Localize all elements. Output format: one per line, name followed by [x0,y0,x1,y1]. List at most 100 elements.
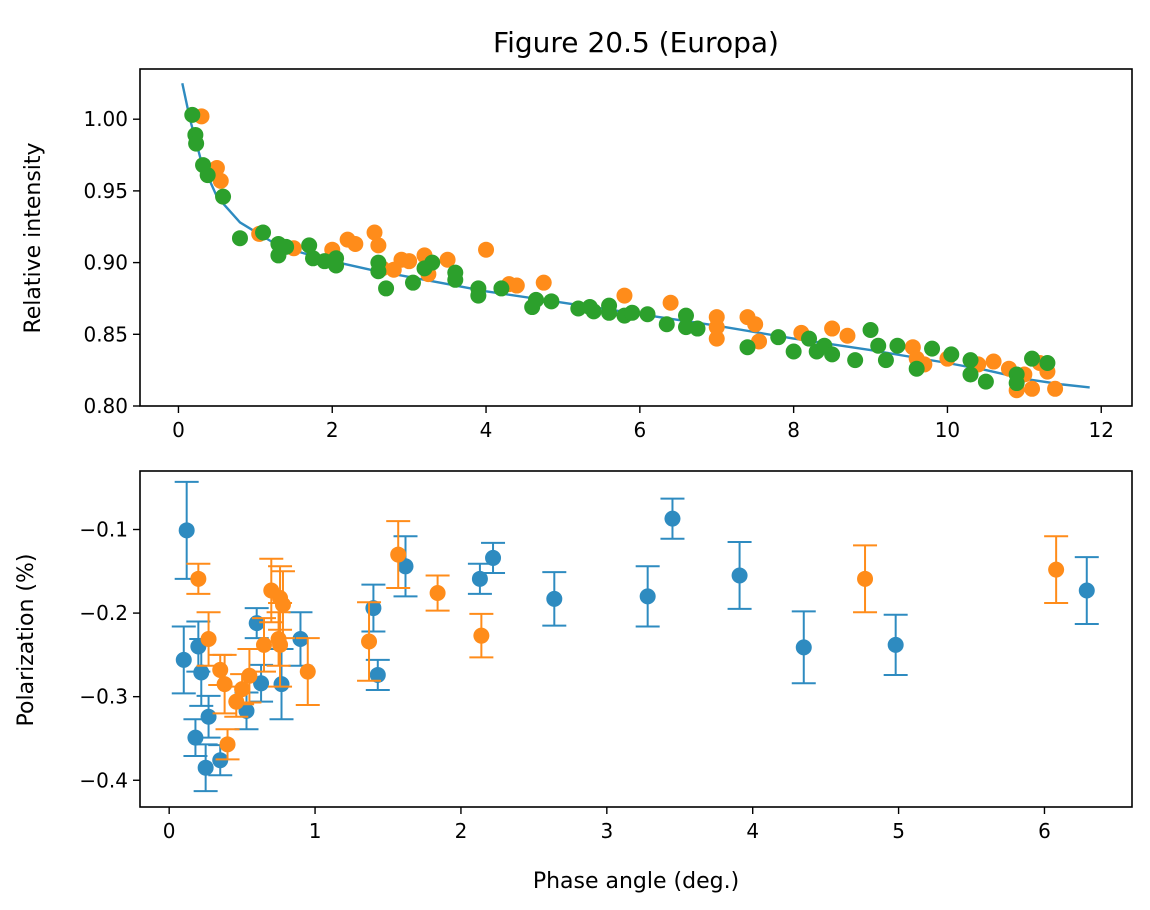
data-point [889,337,906,354]
data-point [478,241,495,258]
polarization-plot-frame [139,470,1133,808]
data-point [199,167,216,184]
data-point [256,636,272,653]
data-point [212,172,229,189]
data-point [390,546,407,563]
x-tick-label: 6 [633,418,646,442]
x-tick-label: 2 [326,418,339,442]
data-point [219,736,236,753]
data-point [404,274,421,291]
intensity-y-label: Relative intensity [21,142,46,333]
x-tick-label: 8 [787,418,800,442]
data-point [401,253,418,270]
data-point [429,585,446,602]
y-tick-label: −0.4 [79,768,128,792]
data-point [546,590,563,607]
x-tick-label: 1 [309,819,322,843]
data-point [1024,380,1041,397]
intensity-plot-area [181,83,1090,399]
data-point [962,352,979,369]
data-point [473,627,490,644]
x-tick-label: 4 [746,819,759,843]
data-point [739,339,756,356]
data-point [397,558,414,575]
data-point [770,329,787,346]
data-point [795,639,812,656]
data-point [241,667,258,684]
data-point [188,135,205,152]
data-point [785,343,802,360]
data-point [847,352,864,369]
data-point [528,291,545,308]
data-point [447,271,464,288]
x-tick-label: 5 [892,819,905,843]
data-point [924,340,941,357]
intensity-panel: Figure 20.5 (Europa) 0 2 4 6 8 10 12 0.800.850… [21,26,1133,442]
data-point [857,570,874,587]
data-point [361,633,378,650]
chart-title: Figure 20.5 (Europa) [493,26,779,59]
data-point [347,235,364,252]
fit-line [181,83,1090,389]
data-point [658,316,675,333]
data-point [985,353,1002,370]
data-point [747,316,764,333]
polarization-y-ticks: −0.1 −0.2 −0.3 −0.4 [79,518,140,792]
data-point [187,729,204,746]
polarization-plot-area [171,480,1099,793]
x-tick-label: 4 [480,418,493,442]
data-point [439,251,456,268]
data-point [370,237,387,254]
data-point [197,759,214,776]
data-point [1078,582,1095,599]
data-point [839,327,856,344]
data-point [616,287,633,304]
data-point [677,307,694,324]
data-point [1048,561,1065,578]
data-point [887,636,904,653]
data-point [370,263,387,280]
data-point [190,570,207,587]
data-point [508,277,525,294]
data-point [424,254,441,271]
polarization-panel: 0 1 2 3 4 5 6 −0.1 −0.2 −0.3 −0.4 Polarization (%… [14,470,1133,894]
intensity-plot-frame [139,68,1133,407]
y-tick-label: 0.80 [83,394,128,418]
data-point [801,330,818,347]
data-point [216,676,233,693]
data-point [664,510,681,527]
data-point [231,230,248,247]
data-point [278,238,295,255]
data-point [1039,354,1056,371]
data-point [943,346,960,363]
y-tick-label: 0.95 [83,179,128,203]
y-tick-label: −0.1 [79,518,128,542]
data-point [184,106,201,123]
data-point [272,636,289,653]
data-point [485,549,502,566]
data-point [493,280,510,297]
x-tick-label: 0 [163,819,176,843]
polarization-y-label: Polarization (%) [14,554,39,727]
data-point [253,675,270,692]
data-point [601,304,618,321]
data-point [824,346,841,363]
data-point [234,681,251,698]
data-point [215,188,232,205]
data-point [908,360,925,377]
data-point [1047,380,1064,397]
y-tick-label: 1.00 [83,107,128,131]
data-point [708,319,725,336]
data-point [689,320,706,337]
data-point [328,250,345,267]
data-point [585,303,602,320]
data-point [228,693,245,710]
data-point [366,224,383,241]
y-tick-label: 0.90 [83,251,128,275]
x-tick-label: 12 [1089,418,1114,442]
intensity-y-ticks: 0.80 0.85 0.90 0.95 1.00 [83,107,140,418]
data-point [200,631,217,647]
data-point [877,352,894,369]
x-tick-label: 3 [600,819,613,843]
